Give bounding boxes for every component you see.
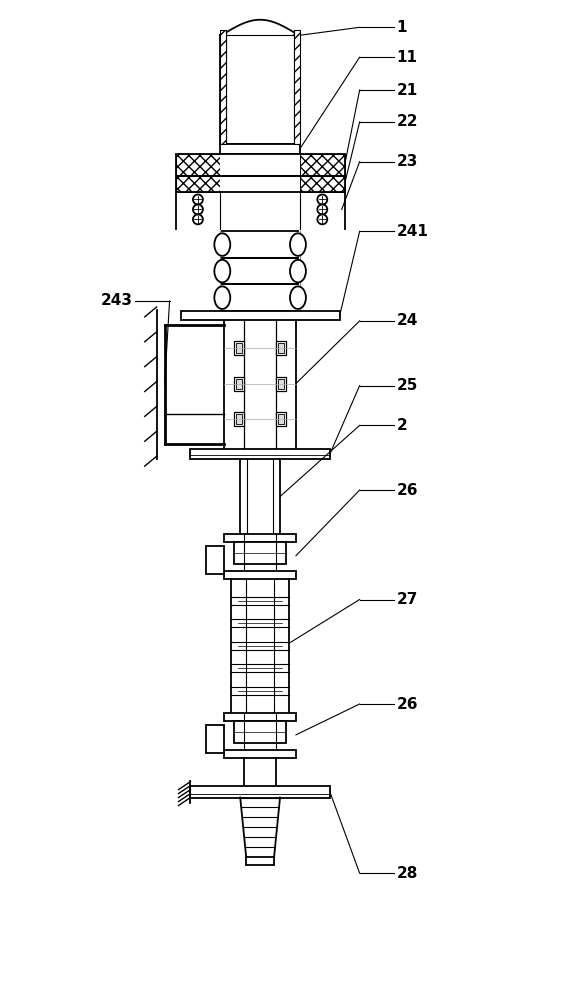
Bar bbox=[234, 341, 244, 355]
Bar bbox=[175, 154, 345, 176]
Bar bbox=[294, 30, 300, 144]
Bar bbox=[220, 30, 226, 144]
Bar bbox=[220, 144, 300, 154]
Text: 241: 241 bbox=[396, 224, 428, 239]
Bar bbox=[206, 546, 224, 574]
Text: 26: 26 bbox=[396, 483, 418, 498]
Bar bbox=[276, 412, 286, 426]
Bar bbox=[246, 857, 274, 865]
Bar bbox=[234, 412, 244, 426]
Ellipse shape bbox=[214, 286, 230, 309]
Bar bbox=[236, 379, 242, 389]
Ellipse shape bbox=[290, 286, 306, 309]
Bar bbox=[191, 449, 330, 459]
Bar bbox=[278, 379, 284, 389]
Text: 24: 24 bbox=[396, 313, 418, 328]
Bar bbox=[234, 542, 286, 564]
Text: 28: 28 bbox=[396, 866, 418, 881]
Text: 21: 21 bbox=[396, 83, 418, 98]
Bar bbox=[220, 154, 300, 176]
Text: 22: 22 bbox=[396, 114, 418, 129]
Bar bbox=[278, 343, 284, 353]
Text: 243: 243 bbox=[100, 293, 132, 308]
Bar bbox=[180, 311, 340, 320]
Bar bbox=[175, 154, 220, 176]
Bar bbox=[224, 750, 296, 758]
Bar bbox=[300, 176, 345, 192]
Bar bbox=[220, 176, 300, 192]
Ellipse shape bbox=[290, 260, 306, 282]
Bar bbox=[175, 176, 345, 192]
Bar bbox=[276, 341, 286, 355]
Text: 11: 11 bbox=[396, 50, 417, 65]
Bar bbox=[224, 534, 296, 542]
Bar bbox=[276, 377, 286, 391]
Text: 23: 23 bbox=[396, 154, 418, 169]
Text: 1: 1 bbox=[396, 20, 407, 35]
Text: 26: 26 bbox=[396, 697, 418, 712]
Bar bbox=[206, 725, 224, 753]
Ellipse shape bbox=[214, 260, 230, 282]
Bar bbox=[278, 414, 284, 424]
Text: 27: 27 bbox=[396, 592, 418, 607]
Bar bbox=[224, 571, 296, 579]
Bar bbox=[234, 721, 286, 743]
Text: 25: 25 bbox=[396, 378, 418, 393]
Ellipse shape bbox=[214, 233, 230, 256]
Bar bbox=[175, 176, 220, 192]
Bar bbox=[236, 343, 242, 353]
Bar bbox=[234, 377, 244, 391]
Bar bbox=[191, 786, 330, 798]
Bar bbox=[300, 154, 345, 176]
Ellipse shape bbox=[290, 233, 306, 256]
Bar bbox=[224, 713, 296, 721]
Bar bbox=[236, 414, 242, 424]
Text: 2: 2 bbox=[396, 418, 407, 433]
